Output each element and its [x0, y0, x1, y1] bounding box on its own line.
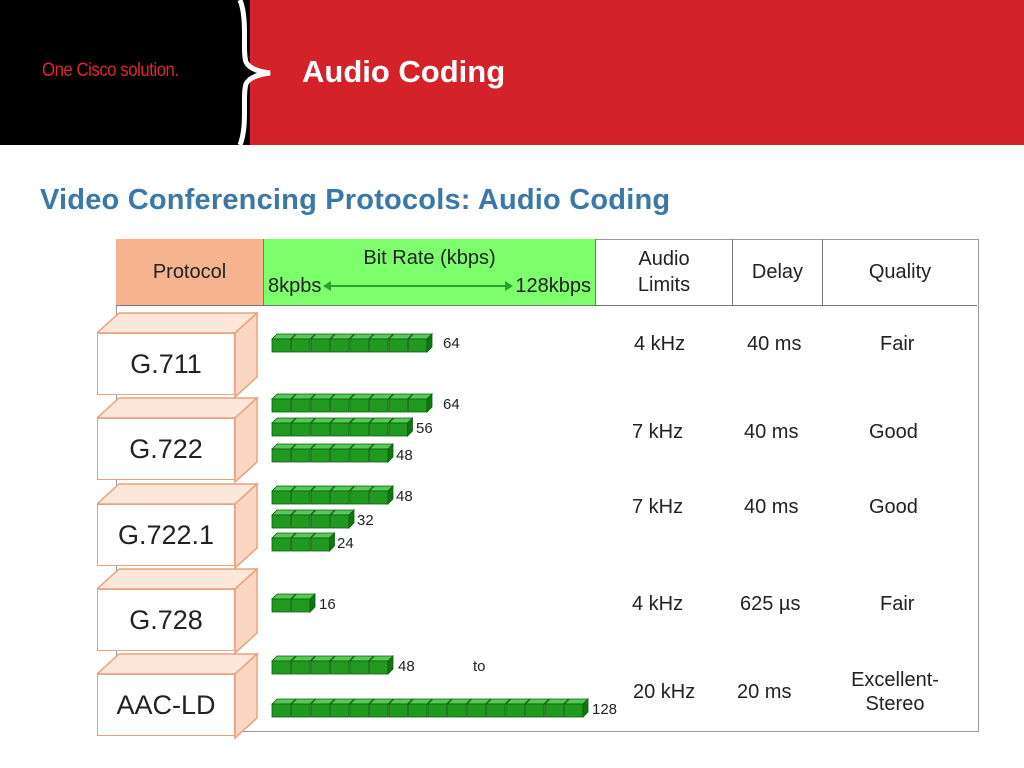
bit-rate-range: 8kpbs 128kbps [268, 273, 591, 299]
quality-cell: Good [869, 421, 918, 443]
header-bit-rate: Bit Rate (kbps) 8kpbs 128kbps [264, 239, 596, 306]
protocol-name: G.722 [97, 418, 235, 480]
header-black-panel [0, 0, 250, 145]
delay-cell: 625 µs [740, 593, 801, 615]
delay-cell: 40 ms [747, 333, 802, 355]
quality-cell: Fair [880, 593, 915, 615]
chart-title: Video Conferencing Protocols: Audio Codi… [40, 184, 671, 216]
quality-cell: Good [869, 496, 918, 518]
bar-value-label: 48 [396, 488, 413, 505]
bar-value-label: 16 [319, 596, 336, 613]
bar-value-label: 128 [592, 701, 618, 718]
header-delay: Delay [733, 239, 823, 306]
protocol-box-g722: G.722 [97, 396, 265, 484]
bar-value-label: 32 [357, 512, 374, 529]
bar-note-to: to [473, 658, 486, 675]
audio-limit-cell: 7 kHz [632, 421, 684, 443]
slide-title: Audio Coding [302, 54, 506, 89]
cisco-tagline: One Cisco solution. [42, 60, 179, 81]
quality-cell: Excellent-Stereo [851, 669, 939, 715]
delay-cell: 20 ms [737, 681, 792, 703]
double-arrow-icon [323, 281, 514, 291]
bit-rate-min: 8kpbs [268, 275, 322, 297]
header-bit-rate-label: Bit Rate (kbps) [363, 247, 496, 269]
bar-value-label: 48 [396, 447, 413, 464]
header-protocol: Protocol [116, 239, 264, 306]
header-quality: Quality [823, 239, 977, 306]
bit-rate-max: 128kbps [515, 275, 591, 297]
delay-cell: 40 ms [744, 421, 799, 443]
protocol-table [116, 239, 979, 732]
bar-value-label: 64 [443, 335, 460, 352]
protocol-name: AAC-LD [97, 674, 235, 736]
quality-cell: Fair [880, 333, 915, 355]
audio-limit-cell: 4 kHz [632, 593, 684, 615]
protocol-name: G.711 [97, 333, 235, 395]
protocol-box-g711: G.711 [97, 311, 265, 399]
audio-limit-cell: 20 kHz [633, 681, 696, 703]
protocol-name: G.728 [97, 589, 235, 651]
bar-value-label: 64 [443, 396, 460, 413]
protocol-box-g7221: G.722.1 [97, 482, 265, 570]
header-red-panel [250, 0, 1024, 145]
header-audio-limits: Audio Limits [596, 239, 733, 306]
audio-limit-cell: 7 kHz [632, 496, 684, 518]
protocol-box-g728: G.728 [97, 567, 265, 655]
protocol-box-aacld: AAC-LD [97, 652, 265, 740]
audio-limit-cell: 4 kHz [634, 333, 686, 355]
protocol-name: G.722.1 [97, 504, 235, 566]
delay-cell: 40 ms [744, 496, 799, 518]
bar-value-label: 24 [337, 535, 354, 552]
bar-value-label: 56 [416, 420, 433, 437]
bar-value-label: 48 [398, 658, 415, 675]
brace-divider-icon [228, 0, 271, 145]
